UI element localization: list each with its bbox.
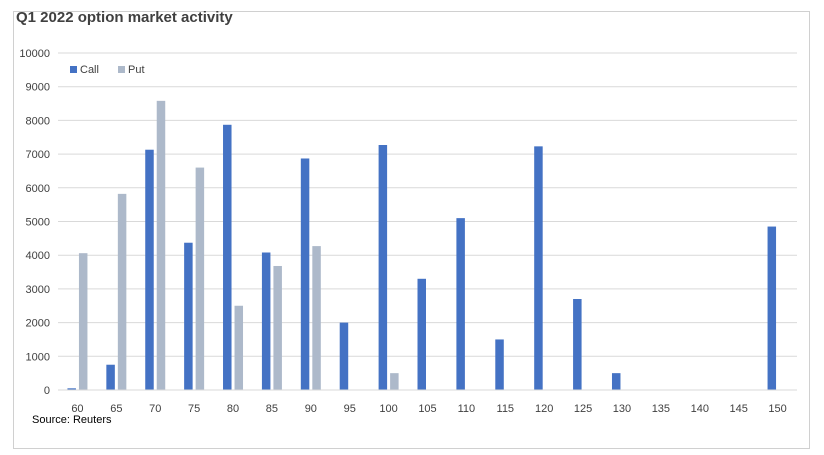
bar-put — [234, 305, 244, 390]
bar-call — [184, 242, 193, 390]
x-tick-label: 85 — [266, 403, 278, 415]
x-tick-label: 100 — [379, 403, 397, 415]
x-tick-label: 145 — [729, 403, 747, 415]
bar-call — [378, 145, 388, 390]
y-tick-label: 3000 — [26, 284, 50, 296]
bar-put — [390, 373, 399, 390]
x-tick-label: 90 — [305, 403, 317, 415]
bar-call — [145, 149, 154, 390]
bar-call — [573, 299, 582, 390]
y-tick-label: 6000 — [26, 183, 50, 195]
y-tick-label: 0 — [44, 385, 50, 397]
y-tick-label: 7000 — [26, 149, 50, 161]
x-tick-label: 80 — [227, 403, 239, 415]
bar-put — [156, 100, 166, 390]
y-tick-label: 10000 — [19, 48, 50, 60]
x-tick-label: 105 — [418, 403, 436, 415]
bar-call — [767, 226, 777, 390]
y-tick-label: 4000 — [26, 250, 50, 262]
bar-call — [534, 146, 543, 390]
bar-call — [300, 158, 310, 390]
bar-call — [261, 252, 271, 390]
x-tick-label: 130 — [613, 403, 631, 415]
y-tick-label: 2000 — [26, 318, 50, 330]
x-tick-label: 135 — [652, 403, 670, 415]
bar-put — [117, 193, 127, 390]
bar-call — [611, 373, 621, 390]
x-tick-label: 75 — [188, 403, 200, 415]
x-tick-label: 115 — [497, 403, 515, 415]
x-tick-label: 150 — [768, 403, 786, 415]
legend-swatch-call — [70, 66, 77, 73]
bar-call — [495, 339, 504, 390]
x-tick-label: 95 — [344, 403, 356, 415]
x-tick-label: 120 — [535, 403, 553, 415]
y-tick-label: 8000 — [26, 115, 50, 127]
x-tick-label: 125 — [574, 403, 592, 415]
y-tick-label: 1000 — [26, 351, 50, 363]
bar-put — [273, 265, 282, 390]
legend-swatch-put — [118, 66, 125, 73]
bar-put — [195, 167, 205, 390]
legend-label-put: Put — [128, 64, 145, 76]
y-tick-label: 5000 — [26, 217, 50, 229]
source-note: Source: Reuters — [32, 414, 112, 426]
bar-call — [417, 278, 426, 390]
bar-put — [78, 253, 88, 390]
x-tick-label: 110 — [458, 403, 476, 415]
x-tick-label: 60 — [71, 403, 83, 415]
chart-title: Q1 2022 option market activity — [16, 9, 233, 26]
y-tick-label: 9000 — [26, 82, 50, 94]
bar-put — [312, 246, 321, 390]
x-tick-label: 65 — [110, 403, 122, 415]
bar-call — [106, 364, 115, 390]
bar-call — [339, 322, 349, 390]
x-tick-label: 140 — [691, 403, 709, 415]
bar-call — [456, 218, 465, 390]
bar-call — [223, 124, 232, 390]
bar-call — [67, 388, 76, 390]
legend-label-call: Call — [80, 64, 99, 76]
x-tick-label: 70 — [149, 403, 161, 415]
